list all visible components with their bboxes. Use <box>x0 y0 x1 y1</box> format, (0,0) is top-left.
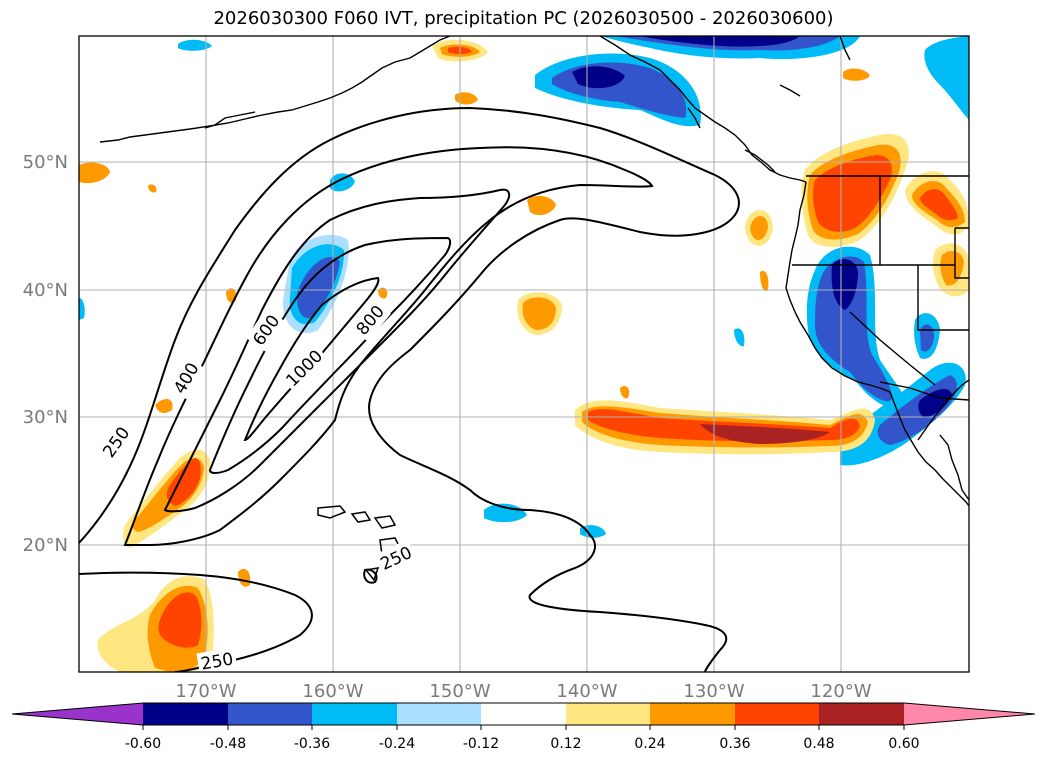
colorbar-tick-8: 0.48 <box>803 736 834 752</box>
neg-region-mid-pacific-3 <box>297 257 340 319</box>
coast-west-us <box>785 181 891 393</box>
ivt-contours <box>79 106 740 672</box>
lon-label-170w: 170°W <box>175 681 236 702</box>
map-frame <box>78 35 970 673</box>
lat-label-20n: 20°N <box>23 535 68 556</box>
lon-label-160w: 160°W <box>302 681 363 702</box>
coast-gulf-of-alaska <box>599 36 807 183</box>
island-alaska-2 <box>839 36 851 61</box>
precip-shading <box>79 36 969 672</box>
coast-alaska-peninsula <box>204 111 256 129</box>
contour-250 <box>79 106 740 672</box>
colorbar-bin-9 <box>819 703 904 725</box>
coast-baja <box>889 391 969 507</box>
colorbar-bin-1 <box>143 703 228 725</box>
neg-region-small-1 <box>330 173 355 192</box>
colorbar-bin-5 <box>481 703 566 725</box>
colorbar-tick-7: 0.36 <box>719 736 750 752</box>
neg-region-left-edge <box>79 298 85 320</box>
border-ca-nv <box>849 311 936 386</box>
neg-region-small-2 <box>178 39 212 51</box>
colorbar-tick-3: -0.24 <box>379 736 415 752</box>
colorbar-extend-high <box>904 703 1035 725</box>
contour-label-250-south: 250 <box>199 649 234 674</box>
border-us-mexico <box>879 381 969 401</box>
coast-gulf-california <box>917 379 969 441</box>
pos-region-west-edge <box>79 162 110 184</box>
pos-region-kuroshio-thin <box>155 398 173 413</box>
lon-label-140w: 140°W <box>556 681 617 702</box>
coastlines <box>99 36 969 507</box>
coast-mainland-mexico <box>939 434 969 501</box>
lon-label-130w: 130°W <box>683 681 744 702</box>
pos-region-nw-2 <box>455 92 478 105</box>
pos-region-hawaii-sw-3 <box>158 592 202 648</box>
colorbar-bin-4 <box>397 703 481 725</box>
contour-600 <box>163 188 511 513</box>
colorbar-bin-8 <box>735 703 819 725</box>
colorbar-extend-low <box>12 703 143 725</box>
lon-label-150w: 150°W <box>429 681 490 702</box>
map-panel: 250 400 600 800 1000 250 250 <box>79 36 969 674</box>
contour-400 <box>123 146 654 547</box>
lat-label-40n: 40°N <box>23 280 68 301</box>
colorbar-bin-2 <box>228 703 312 725</box>
pos-region-montana-east-2 <box>940 250 964 286</box>
contour-250-hawaii <box>363 568 378 584</box>
lon-label-120w: 120°W <box>810 681 871 702</box>
lon-labels: 170°W 160°W 150°W 140°W 130°W 120°W <box>175 681 871 702</box>
border-ut <box>954 227 969 279</box>
island-vancouver <box>744 149 776 173</box>
pos-region-nw-3 <box>843 68 870 81</box>
contour-1000 <box>243 276 380 442</box>
pos-region-kuroshio-3 <box>166 458 201 506</box>
pos-region-small-e <box>760 270 769 292</box>
colorbar-bin-6 <box>566 703 650 725</box>
neg-region-baja-core <box>918 388 952 418</box>
lat-label-30n: 30°N <box>23 407 68 428</box>
lat-label-50n: 50°N <box>23 152 68 173</box>
colorbar-tick-9: 0.60 <box>888 736 919 752</box>
colorbar-tick-6: 0.24 <box>634 736 665 752</box>
pos-region-mid-2 <box>527 195 556 216</box>
chart-title: 2026030300 F060 IVT, precipitation PC (2… <box>213 8 834 29</box>
colorbar-tick-4: -0.12 <box>463 736 499 752</box>
pos-region-oregon-offshore-2 <box>750 216 768 240</box>
border-nv <box>917 265 969 331</box>
neg-region-nevada-inner <box>920 324 935 352</box>
neg-region-bc-core <box>572 66 625 89</box>
colorbar-bin-3 <box>312 703 397 725</box>
colorbar-tick-5: 0.12 <box>550 736 581 752</box>
colorbar: -0.60 -0.48 -0.36 -0.24 -0.12 0.12 0.24 … <box>11 702 1036 752</box>
colorbar-tick-0: -0.60 <box>125 736 161 752</box>
graticule <box>79 36 969 672</box>
pos-region-pacific-nw-3 <box>813 155 892 232</box>
pos-region-small-f <box>148 184 157 193</box>
neg-region-north-top-core <box>640 36 800 47</box>
neg-region-small-5 <box>734 328 745 347</box>
pos-region-small-b <box>238 568 251 587</box>
pos-region-mid-1b <box>522 297 556 330</box>
pos-region-idaho-3 <box>920 189 958 221</box>
island-alaska-1 <box>779 84 801 97</box>
neg-region-ne-corner <box>924 36 969 120</box>
pos-region-subtropical-band-core <box>700 424 830 444</box>
colorbar-tick-2: -0.36 <box>294 736 330 752</box>
neg-region-calif-core <box>831 259 858 310</box>
coast-alaska-aleutians <box>99 36 451 143</box>
lat-labels: 50°N 40°N 30°N 20°N <box>23 152 68 556</box>
colorbar-bin-7 <box>650 703 735 725</box>
island-haida <box>687 107 701 129</box>
pos-region-small-d <box>620 386 630 399</box>
colorbar-tick-1: -0.48 <box>210 736 246 752</box>
